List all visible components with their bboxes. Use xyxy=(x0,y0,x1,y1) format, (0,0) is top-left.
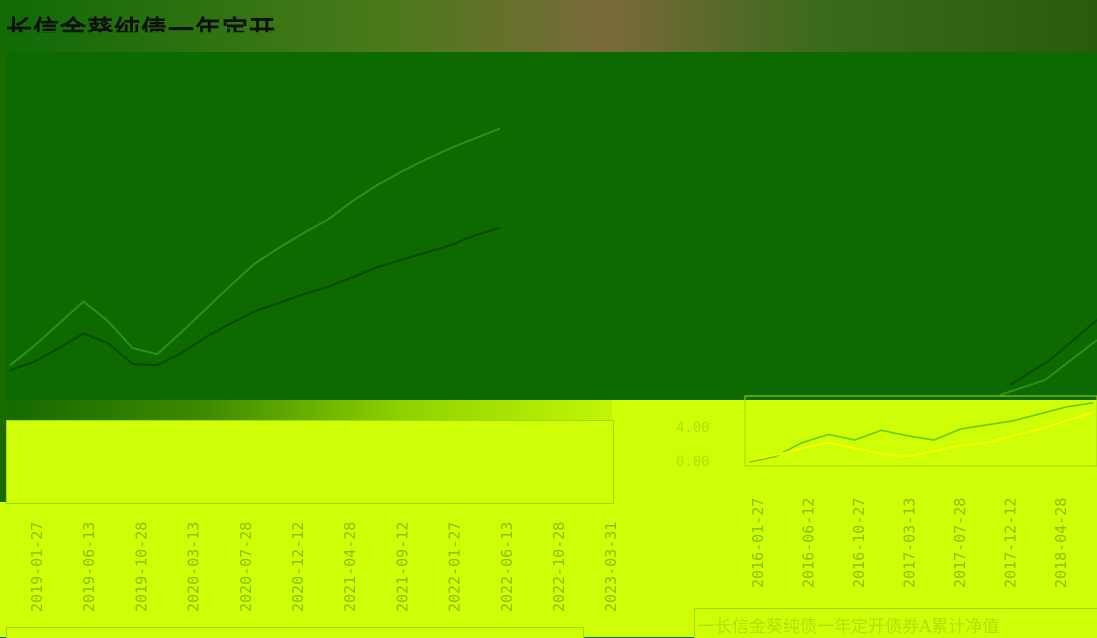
x-tick-label: 2020-12-12 xyxy=(289,522,307,612)
x-tick-label: 2016-10-27 xyxy=(850,498,868,588)
x-tick-label: 2017-07-28 xyxy=(951,498,969,588)
x-tick-label: 2016-01-27 xyxy=(749,498,767,588)
x-tick-label: 2022-06-13 xyxy=(498,522,516,612)
x-tick-label: 2023-03-31 xyxy=(602,522,620,612)
page-title: 长信金葵纯债一年定开 xyxy=(6,16,277,46)
y-tick-label: 4.00 xyxy=(676,420,710,436)
title-band: 长信金葵纯债一年定开 xyxy=(0,0,1097,52)
x-tick-label: 2022-01-27 xyxy=(446,522,464,612)
x-tick-label: 2017-12-12 xyxy=(1002,498,1020,588)
y-tick-label: 0.00 xyxy=(676,454,710,470)
inset-series-line xyxy=(748,411,1094,462)
x-tick-label: 2019-01-27 xyxy=(28,522,46,612)
x-tick-label: 2020-03-13 xyxy=(185,522,203,612)
x-tick-label: 2020-07-28 xyxy=(237,522,255,612)
x-tick-label: 2017-03-13 xyxy=(901,498,919,588)
main-series-line xyxy=(9,226,501,372)
main-series-line xyxy=(9,127,501,367)
x-tick-label: 2021-09-12 xyxy=(393,522,411,612)
x-tick-label: 2022-10-28 xyxy=(550,522,568,612)
inset-series-line xyxy=(748,402,1094,463)
left-lower-panel xyxy=(6,420,614,504)
legend-box xyxy=(694,608,1097,638)
x-tick-label: 2019-06-13 xyxy=(80,522,98,612)
x-tick-label: 2019-10-28 xyxy=(132,522,150,612)
main-series-line xyxy=(1009,319,1097,386)
main-chart-area xyxy=(6,52,1097,420)
x-tick-label: 2016-06-12 xyxy=(800,498,818,588)
inset-plot-frame xyxy=(744,395,1097,467)
left-footer-box xyxy=(6,627,584,638)
main-series-line xyxy=(999,339,1097,396)
x-tick-label: 2021-04-28 xyxy=(341,522,359,612)
gradient-strip xyxy=(6,400,666,420)
x-tick-label: 2018-04-28 xyxy=(1052,498,1070,588)
legend-text: 一长信金葵纯债一年定开债券A累计净值 xyxy=(698,617,1000,637)
